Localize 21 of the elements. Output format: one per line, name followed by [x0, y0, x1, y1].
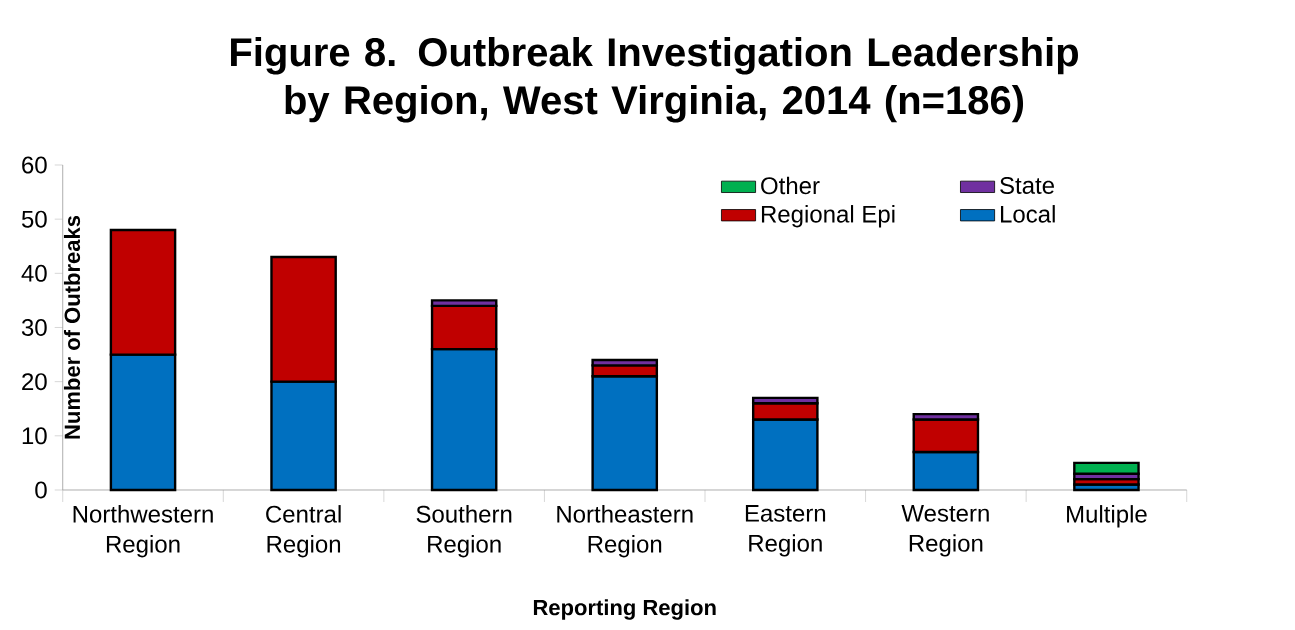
legend-label: State	[1000, 176, 1054, 194]
y-tick-label: 30	[21, 319, 47, 336]
x-tick-label: Southern Region	[416, 505, 512, 558]
x-tick-label: Western Region	[901, 505, 989, 557]
x-tick-label: Central Region	[266, 505, 341, 558]
x-tick-label: Eastern Region	[745, 505, 826, 557]
y-tick-label: 40	[21, 264, 47, 282]
x-axis-title: Reporting Region	[533, 599, 716, 620]
legend-label: Regional Epi	[761, 205, 895, 228]
x-tick-label: Multiple	[1067, 505, 1147, 528]
legend-label: Local	[1000, 205, 1055, 223]
legend-label: Other	[761, 176, 820, 195]
y-tick-label: 20	[22, 373, 47, 391]
chart-title: Figure 8. Outbreak Investigation Leadership by Region, West Virginia, 2014 (n=186)	[231, 37, 1078, 123]
x-tick-label: Northwestern Region	[73, 505, 213, 558]
x-tick-label: Northeastern Region	[557, 505, 693, 558]
y-tick-label: 50	[21, 210, 47, 228]
y-tick-label: 10	[22, 427, 47, 445]
y-axis-title: Number of Outbreaks	[63, 215, 81, 439]
y-tick-label: 0	[35, 481, 47, 499]
y-tick-label: 60	[22, 156, 47, 174]
